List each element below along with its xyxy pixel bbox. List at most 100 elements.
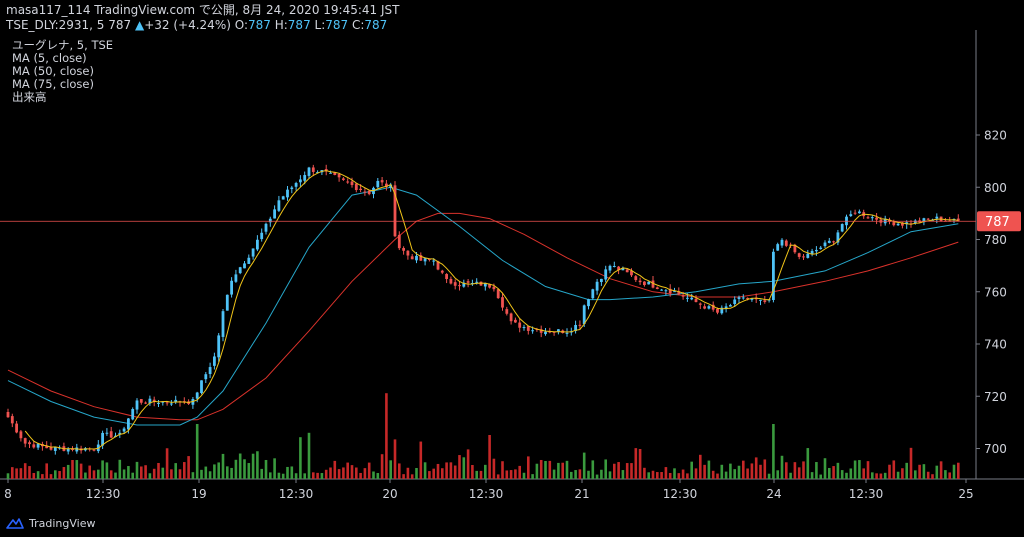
volume-bar [84,472,87,479]
volume-bar [316,472,319,479]
volume-bar [140,466,143,479]
legend-symbol[interactable]: ユーグレナ, 5, TSE [12,38,114,52]
candle-body [32,444,36,448]
volume-bar [767,473,771,479]
candle-body [410,256,414,260]
candle-body [604,269,608,280]
candle-body [118,432,122,435]
volume-bar [656,472,659,479]
volume-bar [789,472,792,479]
candle-body [393,185,397,237]
volume-bar [888,464,891,479]
y-tick-label: 760 [984,285,1007,299]
volume-bar [277,472,281,479]
volume-bar [62,467,66,479]
y-tick-label: 820 [984,129,1007,143]
volume-bar [582,452,586,479]
candle-body [208,367,212,374]
volume-bar [866,461,870,479]
volume-bar [772,424,775,479]
tradingview-brand[interactable]: TradingView [6,514,95,532]
candle-body [668,288,672,294]
legend-ma75[interactable]: MA (75, close) [12,77,94,91]
x-tick-label: 12:30 [663,487,698,501]
volume-bar [58,471,61,479]
candle-body [625,269,629,273]
volume-bar [445,462,448,479]
candle-body [501,297,504,308]
volume-bar [432,468,435,479]
volume-bar [273,458,276,479]
volume-bar [161,467,165,479]
volume-bar [226,466,229,479]
volume-bar [346,462,349,479]
candle-body [514,319,517,323]
candle-body [170,403,173,405]
candle-body [488,284,491,288]
volume-bar [797,467,801,479]
volume-bar [342,467,345,479]
volume-bar [71,460,74,479]
volume-bar [914,470,917,479]
volume-bar [200,469,203,479]
volume-bar [690,461,693,479]
x-tick-label: 8 [4,487,12,501]
y-tick-label: 800 [984,181,1007,195]
volume-bar [36,471,40,479]
volume-bar [729,463,732,479]
candle-body [711,304,715,310]
volume-bar [673,468,676,479]
volume-bar [711,470,715,479]
legend-volume[interactable]: 出来高 [12,90,47,104]
volume-bar [681,469,685,479]
candle-body [565,332,569,334]
volume-bar [514,469,517,479]
candle-body [544,331,547,335]
candle-body [703,306,706,309]
x-tick-label: 12:30 [86,487,121,501]
close-label: C: [348,18,365,32]
volume-bar [290,466,294,479]
candle-body [440,270,444,273]
candle-body [492,286,496,290]
candle-body [36,443,40,448]
candle-body [922,218,926,223]
candle-body [557,329,560,332]
legend-ma5[interactable]: MA (5, close) [12,51,87,65]
volume-bar [6,473,10,479]
volume-bar [707,460,711,479]
volume-bar [557,462,560,479]
candle-body [479,281,483,286]
candle-body [651,280,655,288]
volume-bar [324,469,328,479]
volume-bar [243,459,246,479]
volume-bar [41,474,44,479]
volume-bar [135,461,139,479]
volume-bar [372,471,375,479]
volume-bar [260,468,263,479]
volume-bar [234,459,238,479]
last-price-label: 787 [985,215,1010,230]
volume-bar [453,465,457,479]
volume-bar [703,464,706,479]
volume-bar [836,462,840,479]
volume-bar [793,462,797,479]
candle-body [587,299,590,307]
volume-bar [45,463,48,479]
volume-bar [828,467,831,479]
volume-bar [170,469,173,479]
volume-bar [952,464,956,479]
legend-ma50[interactable]: MA (50, close) [12,64,94,78]
candle-body [630,270,633,276]
candle-body [772,251,775,300]
candle-body [694,298,698,303]
volume-bar [101,460,104,479]
volume-bar [806,448,810,479]
candle-body [135,400,139,410]
candle-body [260,232,264,240]
candle-body [853,212,857,214]
volume-bar [415,467,418,479]
candles [6,164,960,455]
volume-bar [496,474,500,479]
